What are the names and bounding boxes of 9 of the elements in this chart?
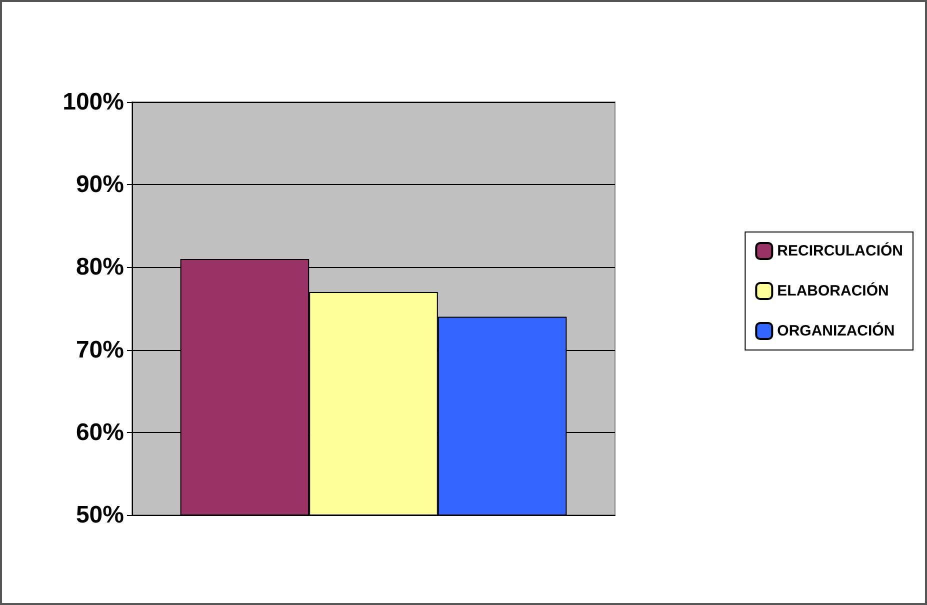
y-tick-label: 70% bbox=[76, 336, 124, 364]
y-tick-label: 60% bbox=[76, 418, 124, 446]
y-tick-label: 100% bbox=[62, 88, 124, 116]
legend-label: ELABORACIÓN bbox=[777, 282, 889, 300]
y-tick-label: 80% bbox=[76, 254, 124, 281]
legend-label: ORGANIZACIÓN bbox=[777, 322, 895, 340]
legend-label: RECIRCULACIÓN bbox=[777, 242, 904, 260]
y-tick-label: 90% bbox=[76, 171, 124, 198]
y-tick-label: 50% bbox=[76, 502, 124, 528]
